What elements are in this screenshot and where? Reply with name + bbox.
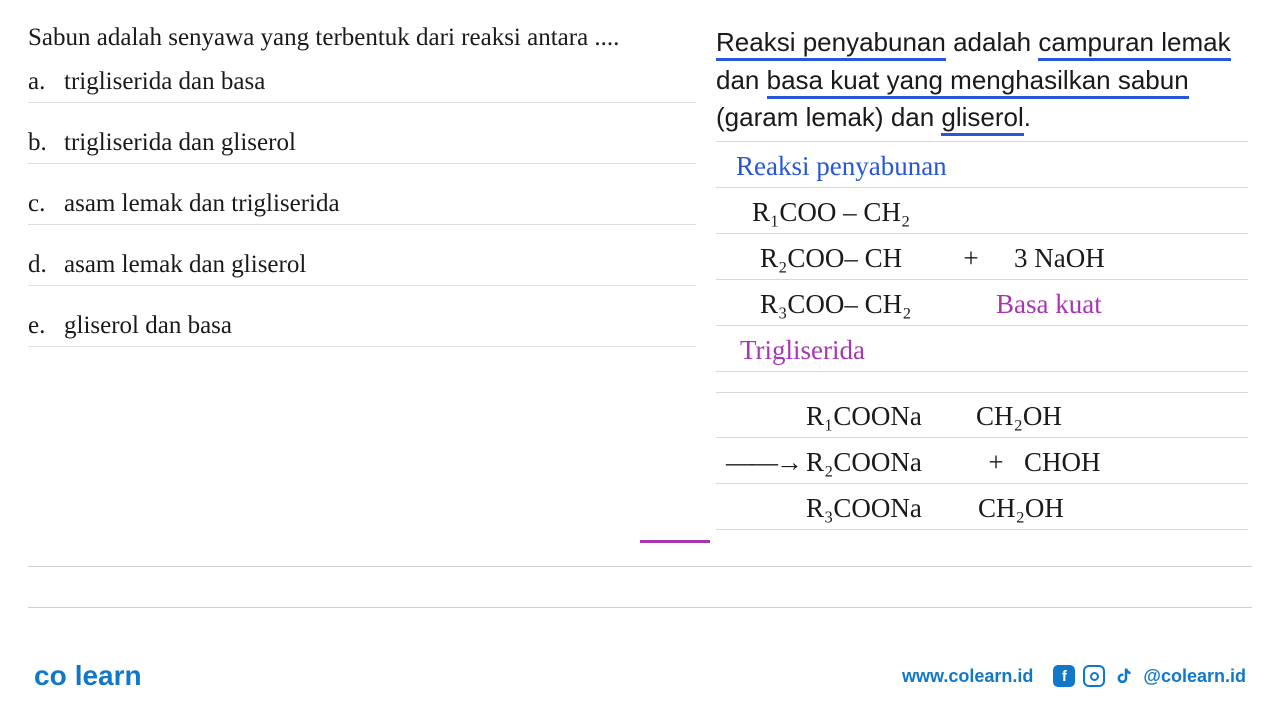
label-basa-kuat: Basa kuat	[996, 289, 1102, 320]
formula: CHOH	[1016, 447, 1101, 478]
reagent-row-2: R₂COO– CH + 3 NaOH	[716, 234, 1248, 280]
footer-right: www.colearn.id f @colearn.id	[902, 665, 1246, 687]
option-text: trigliserida dan basa	[64, 68, 265, 96]
product-row-1: R₁COONa CH₂OH	[716, 392, 1248, 438]
reagent-row-3: R₃COO– CH₂ Basa kuat	[716, 280, 1248, 326]
main-content: Sabun adalah senyawa yang terbentuk dari…	[0, 0, 1280, 530]
label-trigliserida: Trigliserida	[716, 335, 865, 366]
formula: R₂COONa	[806, 447, 976, 478]
option-text: gliserol dan basa	[64, 312, 232, 340]
tiktok-icon[interactable]	[1113, 665, 1135, 687]
footer: colearn www.colearn.id f @colearn.id	[0, 660, 1280, 692]
instagram-icon[interactable]	[1083, 665, 1105, 687]
question-column: Sabun adalah senyawa yang terbentuk dari…	[28, 24, 708, 530]
typed-underlined: basa kuat yang menghasilkan sabun	[767, 65, 1189, 99]
divider	[28, 607, 1252, 608]
formula: 3 NaOH	[996, 243, 1105, 274]
hand-title-row: Reaksi penyabunan	[716, 142, 1248, 188]
option-letter: c.	[28, 190, 64, 218]
formula: CH₂OH	[976, 401, 1062, 432]
typed-underlined: gliserol	[941, 102, 1023, 136]
purple-underline-icon	[640, 540, 710, 543]
option-letter: d.	[28, 251, 64, 279]
question-text: Sabun adalah senyawa yang terbentuk dari…	[28, 24, 696, 52]
hand-title: Reaksi penyabunan	[716, 151, 947, 182]
product-row-2: ——→ R₂COONa + CHOH	[716, 438, 1248, 484]
formula: R₁COO – CH₂	[716, 197, 910, 228]
typed-explanation: Reaksi penyabunan adalah campuran lemak …	[716, 24, 1248, 142]
reaction-arrow-icon: ——→	[716, 447, 806, 478]
option-d: d. asam lemak dan gliserol	[28, 225, 696, 286]
social-icons: f @colearn.id	[1053, 665, 1246, 687]
option-letter: e.	[28, 312, 64, 340]
formula: R₃COO– CH₂	[716, 289, 996, 320]
formula: R₂COO– CH	[716, 243, 946, 274]
typed-underlined: campuran lemak	[1038, 27, 1230, 61]
option-c: c. asam lemak dan trigliserida	[28, 164, 696, 225]
reagent-row-1: R₁COO – CH₂	[716, 188, 1248, 234]
spacer-row	[716, 372, 1248, 392]
product-row-3: R₃COONa CH₂OH	[716, 484, 1248, 530]
option-text: asam lemak dan trigliserida	[64, 190, 340, 218]
typed-underlined: Reaksi penyabunan	[716, 27, 946, 61]
facebook-icon[interactable]: f	[1053, 665, 1075, 687]
explanation-column: Reaksi penyabunan adalah campuran lemak …	[708, 24, 1248, 530]
option-letter: a.	[28, 68, 64, 96]
option-letter: b.	[28, 129, 64, 157]
social-handle[interactable]: @colearn.id	[1143, 666, 1246, 687]
plus: +	[976, 447, 1016, 478]
brand-logo: colearn	[34, 660, 142, 692]
plus: +	[946, 243, 996, 274]
formula: R₃COONa	[716, 493, 978, 524]
option-text: asam lemak dan gliserol	[64, 251, 306, 279]
formula: R₁COONa	[716, 401, 976, 432]
reagent-row-4: Trigliserida	[716, 326, 1248, 372]
option-e: e. gliserol dan basa	[28, 286, 696, 347]
formula: CH₂OH	[978, 493, 1064, 524]
option-a: a. trigliserida dan basa	[28, 68, 696, 103]
website-link[interactable]: www.colearn.id	[902, 666, 1033, 687]
option-text: trigliserida dan gliserol	[64, 129, 296, 157]
option-b: b. trigliserida dan gliserol	[28, 103, 696, 164]
divider	[28, 566, 1252, 567]
